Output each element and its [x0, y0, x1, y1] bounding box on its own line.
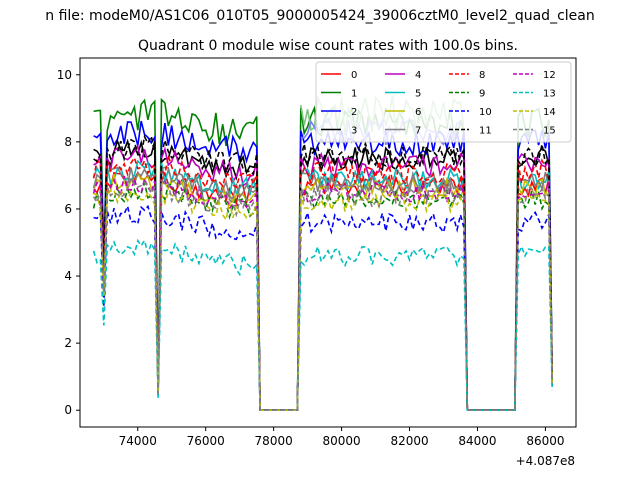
legend-label-9: 9 [479, 89, 485, 100]
y-tick-label: 4 [64, 269, 72, 283]
axis-ticks: 74000 76000 78000 80000 82000 84000 86000 0 2 4 6 8… [57, 68, 565, 448]
legend-label-3: 3 [351, 126, 357, 137]
y-tick-label: 8 [64, 135, 72, 149]
legend-label-5: 5 [415, 89, 421, 100]
series-line-11 [93, 133, 553, 411]
x-tick-label: 78000 [255, 434, 293, 448]
y-tick-label: 6 [64, 202, 72, 216]
legend-label-1: 1 [351, 89, 357, 100]
x-tick-label: 84000 [458, 434, 496, 448]
y-tick-label: 10 [57, 68, 72, 82]
plot-frame [79, 57, 577, 428]
series-line-0 [93, 170, 553, 411]
series-line-13 [92, 238, 553, 411]
legend-label-13: 13 [543, 89, 556, 100]
series-line-12 [92, 175, 553, 411]
legend-label-14: 14 [543, 107, 556, 118]
legend-label-10: 10 [479, 107, 492, 118]
legend-label-15: 15 [543, 126, 556, 137]
x-tick-label: 86000 [526, 434, 564, 448]
legend-label-4: 4 [415, 70, 421, 81]
x-offset-label: +4.087e8 [516, 454, 575, 468]
legend-label-6: 6 [415, 107, 421, 118]
legend-label-11: 11 [479, 126, 492, 137]
x-tick-label: 80000 [322, 434, 360, 448]
series-line-6 [92, 171, 553, 411]
legend-label-0: 0 [351, 70, 357, 81]
legend-label-8: 8 [479, 70, 485, 81]
legend-box [315, 61, 572, 143]
series-line-14 [93, 189, 553, 411]
series-line-10 [93, 203, 553, 411]
legend-label-12: 12 [543, 70, 556, 81]
legend-label-7: 7 [415, 126, 421, 137]
legend-label-2: 2 [351, 107, 357, 118]
y-tick-label: 2 [64, 336, 72, 350]
x-tick-label: 74000 [119, 434, 157, 448]
x-tick-label: 76000 [187, 434, 225, 448]
y-tick-label: 0 [64, 403, 72, 417]
x-tick-label: 82000 [390, 434, 428, 448]
chart-title: Quadrant 0 module wise count rates with … [138, 38, 518, 54]
series-line-15 [92, 176, 553, 411]
chart-suptitle: n file: modeM0/AS1C06_010T05_9000005424_… [45, 8, 594, 24]
plot-lines [92, 94, 553, 411]
